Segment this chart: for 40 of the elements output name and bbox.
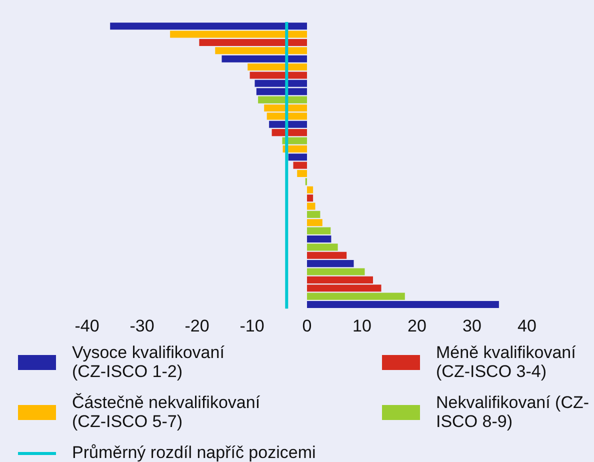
bar <box>248 64 307 71</box>
bar <box>307 227 331 234</box>
x-tick-label: -10 <box>240 316 264 336</box>
bar <box>170 30 307 38</box>
bar <box>307 268 365 276</box>
bar <box>269 120 307 128</box>
bar <box>307 219 322 226</box>
legend-label: Částečně nekvalifikovaní (CZ-ISCO 5-7) <box>72 393 262 431</box>
x-tick-label: -40 <box>74 316 100 336</box>
bar <box>293 162 307 169</box>
bar <box>307 202 316 210</box>
bar <box>307 210 320 218</box>
x-tick-label: 10 <box>352 316 372 336</box>
bar <box>307 186 314 194</box>
x-tick-label: 40 <box>518 316 536 336</box>
bar <box>222 55 307 62</box>
bar <box>307 292 405 300</box>
legend-label: Méně kvalifikovaní (CZ-ISCO 3-4) <box>436 343 577 381</box>
bar <box>307 260 354 268</box>
bar <box>199 38 307 46</box>
bar <box>297 170 307 178</box>
bar <box>307 194 314 202</box>
x-tick-label: -30 <box>130 316 154 336</box>
bar <box>288 154 307 161</box>
bar <box>307 300 499 308</box>
legend-label: Vysoce kvalifikovaní (CZ-ISCO 1-2) <box>72 343 226 381</box>
bar <box>250 72 307 79</box>
x-tick-label: 30 <box>462 316 482 336</box>
bar <box>272 129 307 136</box>
bar <box>307 244 338 251</box>
bar <box>258 96 307 104</box>
bar <box>307 235 332 243</box>
x-tick-label: -20 <box>184 316 210 336</box>
bar <box>307 252 347 259</box>
x-tick-label: 20 <box>408 316 426 336</box>
bar <box>110 22 307 30</box>
legend-label: Nekvalifikovaní (CZ-ISCO 8-9) <box>436 393 590 431</box>
bar <box>215 47 307 54</box>
x-tick-label: 0 <box>302 316 312 336</box>
legend-label: Průměrný rozdíl napříč pozicemi <box>72 443 316 462</box>
